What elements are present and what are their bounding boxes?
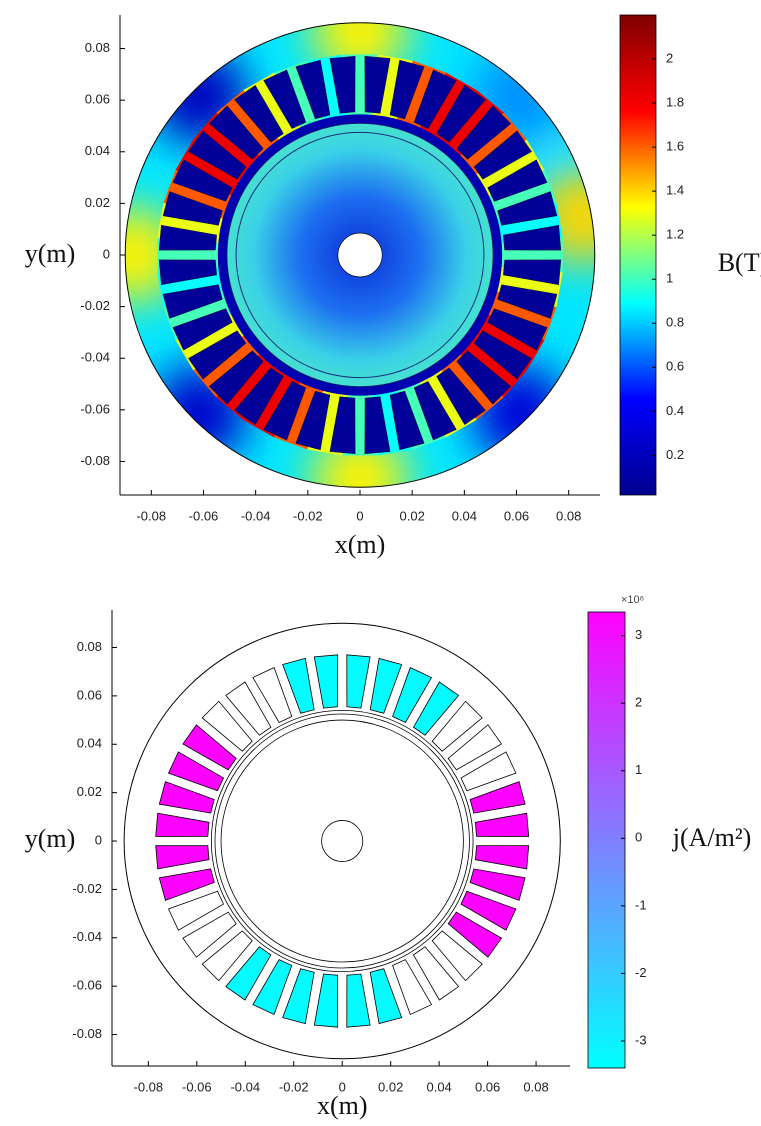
colorbar-tick-label: 3 [635,627,642,642]
y-tick-label: 0.06 [77,687,102,702]
x-tick-label: -0.02 [279,1079,309,1094]
colorbar-tick-label: 1.6 [666,139,684,154]
y-axis-label: y(m) [25,824,76,853]
y-tick-label: -0.08 [80,453,110,468]
colorbar [620,15,656,495]
colorbar-tick-label: 0.8 [666,315,684,330]
colorbar-tick-label: -2 [635,965,647,980]
y-tick-label: -0.02 [80,298,110,313]
y-tick-label: 0.06 [85,92,110,107]
x-tick-label: 0.06 [504,508,529,523]
y-tick-label: -0.04 [80,350,110,365]
y-tick-label: -0.08 [72,1026,102,1041]
y-tick-label: 0 [95,832,102,847]
colorbar-tick-label: 1.4 [666,183,684,198]
y-tick-label: 0.02 [77,784,102,799]
x-axis-label: x(m) [317,1091,368,1120]
colorbar-tick-label: -1 [635,897,647,912]
y-tick-label: 0.08 [77,639,102,654]
x-tick-label: -0.04 [241,508,271,523]
x-tick-label: 0 [356,508,363,523]
colorbar-tick-label: -3 [635,1032,647,1047]
figure: -0.08 -0.06 -0.04 -0.02 0 0.02 0.04 0.06 0.08 -0.… [0,0,761,1126]
y-tick-label: 0.02 [85,195,110,210]
colorbar-label: B(T) [718,248,761,277]
colorbar-tick-label: 0.4 [666,403,684,418]
x-tick-label: -0.06 [182,1079,212,1094]
x-tick-label: -0.02 [293,508,323,523]
colorbar-tick-label: 1 [666,271,673,286]
colorbar-tick-label: 2 [666,50,673,65]
colorbar-tick-label: 0 [635,830,642,845]
colorbar [588,612,625,1068]
x-tick-label: 0.04 [426,1079,451,1094]
x-tick-label: 0.06 [475,1079,500,1094]
colorbar-tick-label: 0.2 [666,447,684,462]
x-tick-label: 0.08 [556,508,581,523]
colorbar-tick-label: 1.8 [666,95,684,110]
colorbar-tick-label: 1 [635,762,642,777]
shaft [322,820,363,861]
chart: -0.08 -0.06 -0.04 -0.02 0 0.02 0.04 0.06 0.08 -0.… [25,594,752,1120]
y-tick-label: -0.06 [80,401,110,416]
y-tick-label: 0.04 [77,736,102,751]
x-tick-label: -0.06 [189,508,219,523]
x-tick-label: 0.04 [452,508,477,523]
colorbar-exponent: ×10⁶ [621,594,644,606]
y-tick-label: -0.04 [72,929,102,944]
colorbar-tick-label: 2 [635,695,642,710]
x-tick-label: 0.02 [400,508,425,523]
x-tick-label: -0.04 [230,1079,260,1094]
y-tick-label: 0 [103,246,110,261]
x-tick-label: 0.08 [523,1079,548,1094]
x-tick-label: -0.08 [136,508,166,523]
y-tick-label: -0.02 [72,881,102,896]
x-axis-label: x(m) [335,530,386,559]
y-tick-label: 0.08 [85,40,110,55]
y-tick-label: 0.04 [85,143,110,158]
y-tick-label: -0.06 [72,978,102,993]
x-tick-label: 0.02 [378,1079,403,1094]
colorbar-tick-label: 1.2 [666,227,684,242]
x-tick-label: -0.08 [134,1079,164,1094]
chart: -0.08 -0.06 -0.04 -0.02 0 0.02 0.04 0.06 0.08 -0.… [25,0,761,559]
shaft [338,233,382,277]
colorbar-tick-label: 0.6 [666,359,684,374]
colorbar-label: j(A/m²) [672,823,752,852]
y-axis-label: y(m) [25,239,76,268]
